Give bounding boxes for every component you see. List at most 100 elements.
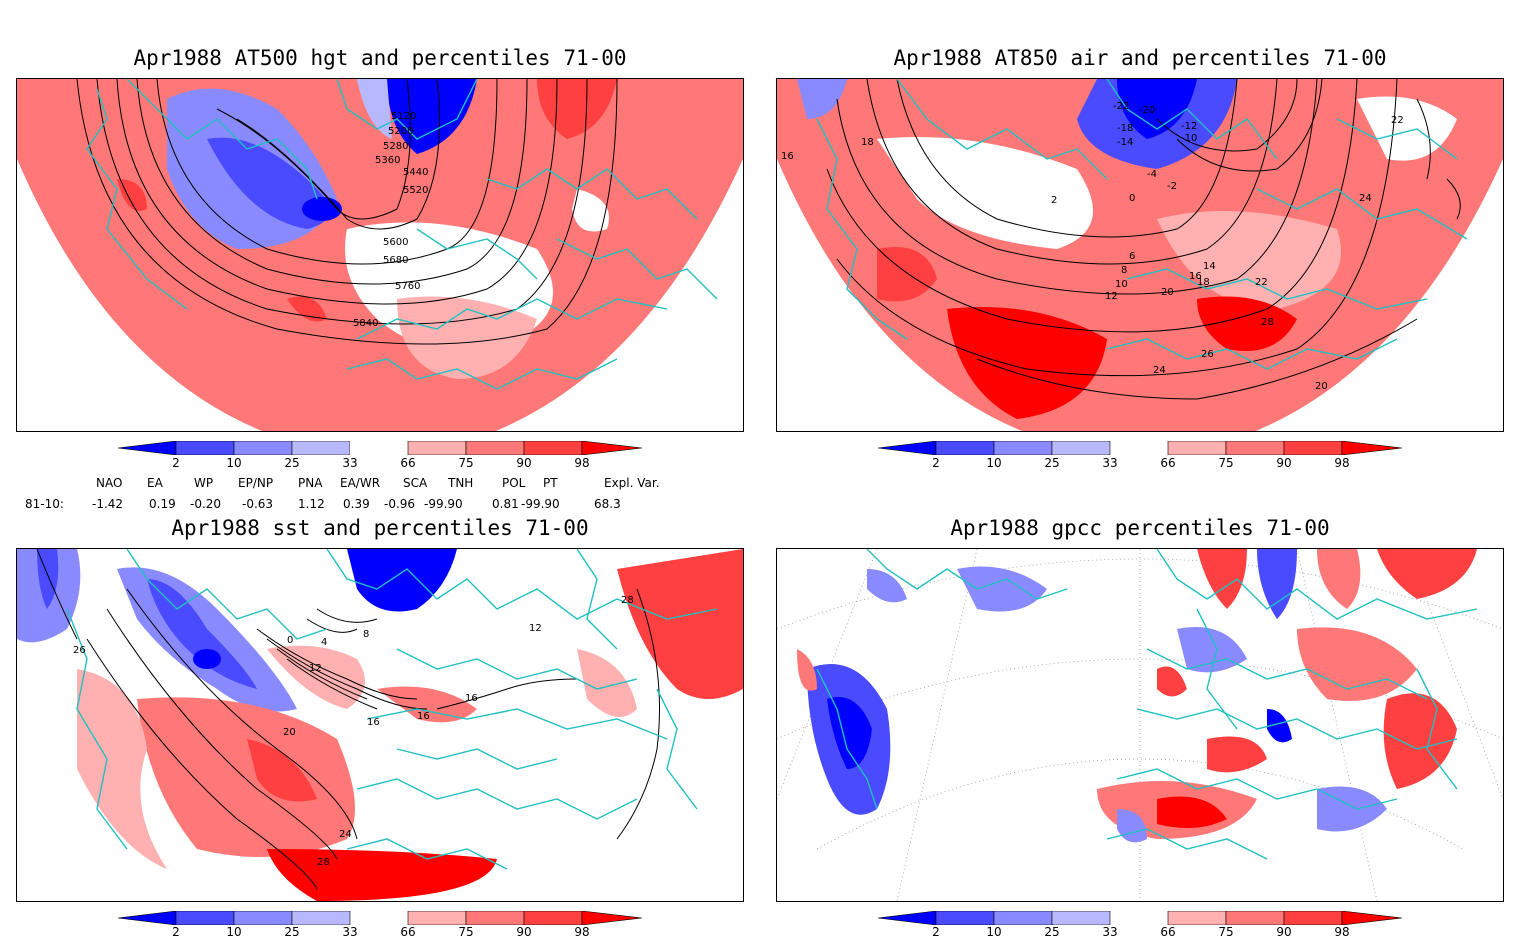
contour-label: 28 [621, 595, 634, 606]
index-value: 1.12 [298, 497, 325, 511]
colorbar-label: 98 [1334, 456, 1350, 470]
percentile-region [357, 79, 392, 139]
contour-label: 22 [1255, 277, 1268, 288]
index-value: -0.63 [242, 497, 274, 511]
percentile-region [797, 79, 847, 119]
percentile-region [947, 307, 1107, 419]
percentile-region [1357, 96, 1457, 161]
contour-label: 6 [1129, 251, 1135, 262]
percentile-region [1157, 666, 1187, 697]
panel-title-sst: Apr1988 sst and percentiles 71-00 [171, 516, 589, 540]
contour-label: 20 [1161, 287, 1174, 298]
contour-labels: -22 -20 -18 -14 -12 -10 -4 -2 0 2 6 8 10… [781, 101, 1404, 392]
percentile-region [347, 549, 457, 612]
contour-labels: 0 4 8 12 16 16 16 20 24 26 28 28 12 [73, 595, 634, 868]
contour-label: 10 [1115, 279, 1128, 290]
contour-label: 5200 [388, 126, 413, 137]
colorbar-label: 10 [226, 456, 242, 470]
colorbar-label: 66 [400, 456, 416, 470]
percentile-region [387, 79, 477, 154]
percentile-region [617, 549, 743, 699]
percentile-region [117, 179, 147, 211]
colorbar-label: 90 [1276, 456, 1292, 470]
contour-label: 16 [367, 717, 380, 728]
contour-label: 14 [1203, 261, 1216, 272]
contour-label: 24 [339, 829, 352, 840]
index-row-label: 81-10: [25, 497, 64, 511]
contour-label: 5680 [383, 255, 408, 266]
percentile-region [1267, 709, 1292, 743]
contour-label: 16 [465, 693, 478, 704]
percentile-region [1117, 79, 1197, 139]
percentile-region [377, 686, 477, 723]
index-value: 0.81 [492, 497, 519, 511]
colorbar-label: 2 [172, 456, 180, 470]
index-header: POL [502, 476, 526, 490]
contour-label: -12 [1181, 121, 1197, 132]
index-value: 0.39 [343, 497, 370, 511]
contour-label: 8 [363, 629, 369, 640]
percentile-region [1197, 296, 1297, 351]
index-header: EA/WR [340, 476, 381, 490]
index-value: 0.19 [149, 497, 176, 511]
contour-label: -10 [1181, 133, 1197, 144]
panel-title-air: Apr1988 AT850 air and percentiles 71-00 [893, 46, 1387, 70]
index-header: WP [194, 476, 214, 490]
contour-label: -4 [1147, 169, 1157, 180]
coastlines [816, 549, 1478, 860]
colorbar-label: 90 [516, 925, 532, 939]
contour-label: 18 [861, 137, 874, 148]
contour-label: -14 [1117, 137, 1133, 148]
index-header: TNH [448, 476, 474, 490]
contour-label: 5760 [395, 281, 420, 292]
colorbar-top-right [877, 440, 1403, 456]
contour-label: 12 [1105, 291, 1118, 302]
contour-label: 26 [73, 645, 86, 656]
index-header: PT [543, 476, 558, 490]
colorbar-label: 66 [400, 925, 416, 939]
colorbar-label: 33 [342, 456, 358, 470]
index-header: SCA [403, 476, 428, 490]
colorbar-label: 33 [1102, 456, 1118, 470]
index-header: PNA [298, 476, 323, 490]
contour-label: -22 [1113, 101, 1129, 112]
index-value: -0.20 [190, 497, 222, 511]
contour-label: 5600 [383, 237, 408, 248]
percentile-region [207, 137, 330, 229]
percentile-region [77, 669, 167, 869]
index-value: -99.90 [521, 497, 560, 511]
colorbar-bottom-right [877, 910, 1403, 926]
map-panel-gpcc [776, 548, 1504, 902]
contour-label: 16 [417, 711, 430, 722]
colorbar-label: 25 [1044, 456, 1060, 470]
coastlines [66, 549, 718, 870]
colorbar-label: 75 [458, 456, 474, 470]
height-contours [76, 79, 618, 345]
contour-label: 20 [283, 727, 296, 738]
percentile-region [1207, 736, 1267, 773]
contour-label: -20 [1139, 105, 1155, 116]
map-panel-sst: 0 4 8 12 16 16 16 20 24 26 28 28 12 [16, 548, 744, 902]
colorbar-label: 33 [342, 925, 358, 939]
percentile-region [577, 649, 637, 717]
contour-label: 8 [1121, 265, 1127, 276]
contour-labels: 5120 5200 5280 5360 5440 5520 5600 5680 … [353, 111, 428, 329]
contour-label: 16 [1189, 271, 1202, 282]
colorbar-label: 66 [1160, 925, 1176, 939]
colorbar-label: 75 [1218, 456, 1234, 470]
percentile-region [1317, 549, 1361, 609]
colorbar-bottom-left [117, 910, 643, 926]
percentile-region [572, 189, 609, 232]
colorbar-label: 10 [986, 456, 1002, 470]
percentile-region [1177, 627, 1247, 673]
colorbar-label: 25 [1044, 925, 1060, 939]
colorbar-label: 2 [932, 925, 940, 939]
contour-label: 5360 [375, 155, 400, 166]
percentile-region [247, 739, 317, 802]
contour-label: 0 [1129, 193, 1135, 204]
percentile-region [1197, 549, 1247, 609]
coastlines [86, 79, 718, 390]
temperature-contours [826, 79, 1461, 400]
panel-title-gpcc: Apr1988 gpcc percentiles 71-00 [950, 516, 1330, 540]
percentile-region [1377, 549, 1477, 599]
